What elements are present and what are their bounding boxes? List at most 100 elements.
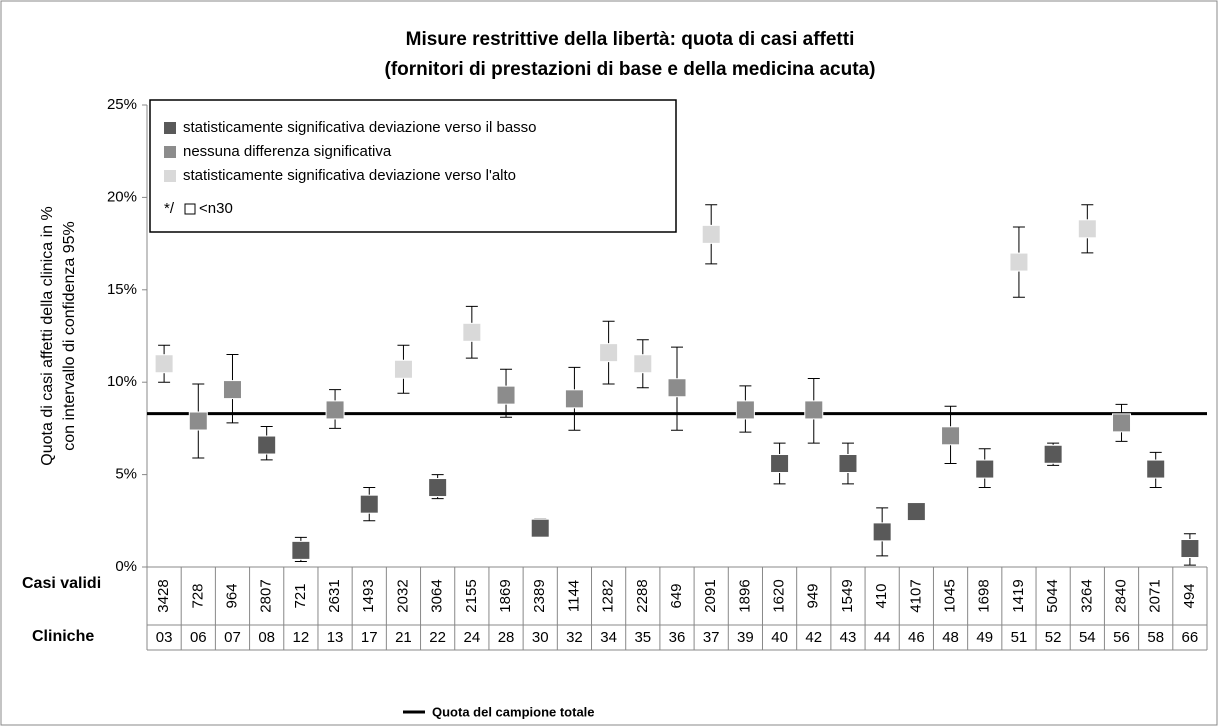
marker <box>599 343 619 363</box>
marker <box>667 378 687 398</box>
casi-validi: 5044 <box>1044 579 1061 612</box>
casi-validi: 1045 <box>942 579 959 612</box>
casi-validi: 2032 <box>394 579 411 612</box>
x-tick-label: 39 <box>737 629 754 646</box>
x-tick-label: 35 <box>634 629 651 646</box>
casi-validi: 964 <box>223 583 240 608</box>
casi-validi: 1419 <box>1010 579 1027 612</box>
x-tick-label: 06 <box>190 629 207 646</box>
x-tick-label: 24 <box>463 629 480 646</box>
legend-label: statisticamente significativa deviazione… <box>183 119 537 136</box>
casi-validi: 1282 <box>600 579 617 612</box>
casi-validi: 1896 <box>736 579 753 612</box>
x-tick-label: 07 <box>224 629 241 646</box>
x-tick-label: 43 <box>840 629 857 646</box>
marker <box>428 478 448 498</box>
marker <box>906 502 926 522</box>
x-tick-label: 32 <box>566 629 583 646</box>
marker <box>804 400 824 420</box>
marker <box>1043 444 1063 464</box>
legend-note: */ <box>164 200 175 217</box>
casi-validi: 1493 <box>360 579 377 612</box>
x-tick-label: 30 <box>532 629 549 646</box>
casi-validi: 1698 <box>976 579 993 612</box>
casi-validi: 3264 <box>1078 579 1095 612</box>
x-tick-label: 49 <box>976 629 993 646</box>
x-tick-label: 48 <box>942 629 959 646</box>
marker <box>633 354 653 374</box>
casi-validi: 2288 <box>634 579 651 612</box>
casi-validi: 2071 <box>1147 579 1164 612</box>
x-tick-label: 42 <box>805 629 822 646</box>
casi-validi: 1620 <box>771 579 788 612</box>
x-tick-label: 66 <box>1182 629 1199 646</box>
row-label: Casi validi <box>22 575 101 592</box>
marker <box>393 359 413 379</box>
marker <box>291 540 311 560</box>
casi-validi: 2389 <box>531 579 548 612</box>
x-tick-label: 58 <box>1147 629 1164 646</box>
casi-validi: 410 <box>873 583 890 608</box>
marker <box>1077 219 1097 239</box>
casi-validi: 1549 <box>839 579 856 612</box>
casi-validi: 2631 <box>326 579 343 612</box>
casi-validi: 1144 <box>565 580 582 612</box>
casi-validi: 1869 <box>497 579 514 612</box>
x-tick-label: 28 <box>498 629 515 646</box>
y-axis-label: Quota di casi affetti della clinica in % <box>39 206 56 465</box>
y-axis-label: con intervallo di confidenza 95% <box>61 221 78 450</box>
marker <box>872 522 892 542</box>
x-tick-label: 34 <box>600 629 617 646</box>
marker <box>975 459 995 479</box>
marker <box>462 322 482 342</box>
casi-validi: 3428 <box>155 579 172 612</box>
casi-validi: 721 <box>292 583 309 608</box>
chart-title: (fornitori di prestazioni di base e dell… <box>385 59 876 80</box>
x-tick-label: 46 <box>908 629 925 646</box>
casi-validi: 3064 <box>429 579 446 612</box>
legend-note: <n30 <box>199 200 233 217</box>
marker <box>735 400 755 420</box>
casi-validi: 4107 <box>907 579 924 612</box>
casi-validi: 494 <box>1181 583 1198 608</box>
legend-square <box>184 203 196 215</box>
marker <box>564 389 584 409</box>
marker <box>1112 413 1132 433</box>
x-tick-label: 54 <box>1079 629 1096 646</box>
marker <box>257 435 277 455</box>
casi-validi: 2807 <box>258 579 275 612</box>
row-label: Cliniche <box>32 628 94 645</box>
x-tick-label: 44 <box>874 629 891 646</box>
y-tick-label: 10% <box>107 373 137 390</box>
y-tick-label: 20% <box>107 188 137 205</box>
x-tick-label: 40 <box>771 629 788 646</box>
marker <box>496 385 516 405</box>
x-tick-label: 36 <box>669 629 686 646</box>
marker <box>1180 539 1200 559</box>
legend-label: statisticamente significativa deviazione… <box>183 167 516 184</box>
casi-validi: 949 <box>805 583 822 608</box>
marker <box>222 380 242 400</box>
x-tick-label: 03 <box>156 629 173 646</box>
x-tick-label: 37 <box>703 629 720 646</box>
legend-label: nessuna differenza significativa <box>183 143 392 160</box>
casi-validi: 2155 <box>463 579 480 612</box>
x-tick-label: 17 <box>361 629 378 646</box>
legend-swatch <box>164 170 176 182</box>
marker <box>701 224 721 244</box>
y-tick-label: 5% <box>115 466 137 483</box>
casi-validi: 728 <box>189 583 206 608</box>
casi-validi: 2091 <box>702 579 719 612</box>
x-tick-label: 51 <box>1011 629 1028 646</box>
x-tick-label: 21 <box>395 629 412 646</box>
marker <box>188 411 208 431</box>
marker <box>838 454 858 474</box>
legend-label: Quota del campione totale <box>432 704 595 719</box>
marker <box>359 494 379 514</box>
marker <box>154 354 174 374</box>
chart-title: Misure restrittive della libertà: quota … <box>406 29 855 50</box>
legend-swatch <box>164 146 176 158</box>
marker <box>530 518 550 538</box>
y-tick-label: 25% <box>107 96 137 113</box>
